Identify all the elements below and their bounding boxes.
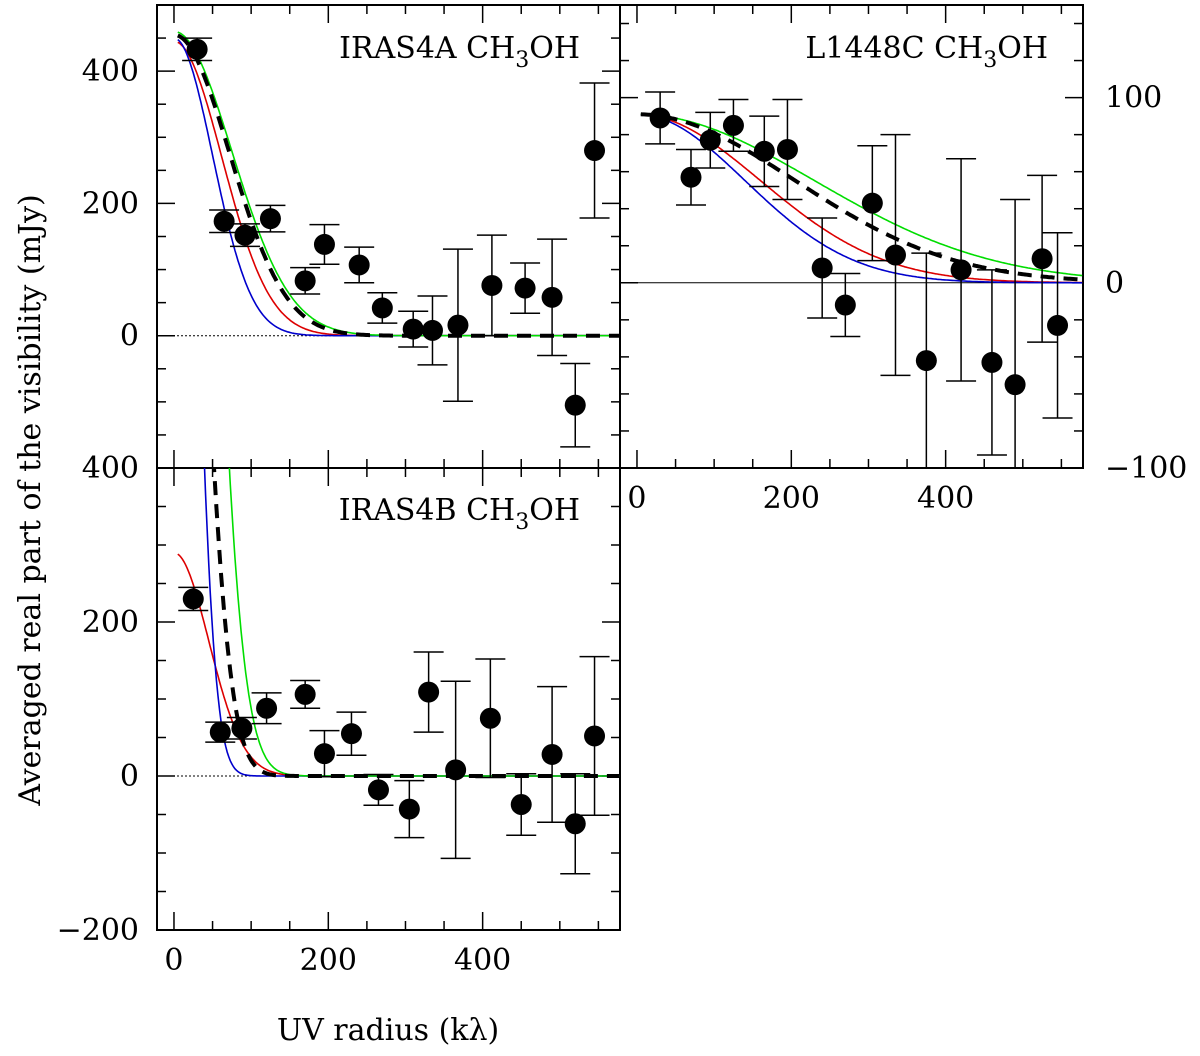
- x-axis-title: UV radius (kλ): [277, 1013, 499, 1048]
- y-tick-label: 200: [82, 605, 139, 640]
- data-point: [584, 140, 606, 162]
- data-point: [1031, 248, 1053, 270]
- data-point: [981, 351, 1003, 373]
- y-tick-label: 200: [82, 186, 139, 221]
- panel-title-main: IRAS4B CH: [339, 493, 515, 528]
- model-curve-green: [640, 113, 1083, 277]
- y-tick-label: 400: [82, 451, 139, 486]
- model-curve-black-dashed: [212, 468, 620, 778]
- panel-title: IRAS4B CH3OH: [339, 493, 580, 535]
- data-point: [1047, 314, 1069, 336]
- data-point: [371, 297, 393, 319]
- panel-title-main: IRAS4A CH: [339, 31, 515, 66]
- data-point: [699, 129, 721, 151]
- data-point: [213, 210, 235, 232]
- y-tick-label: −200: [57, 913, 139, 948]
- panel-title-end: OH: [997, 31, 1048, 66]
- data-point: [884, 244, 906, 266]
- data-point: [1004, 374, 1026, 396]
- data-point: [811, 257, 833, 279]
- data-point: [418, 681, 440, 703]
- data-point: [231, 717, 253, 739]
- x-tick-label: 0: [627, 481, 646, 516]
- y-tick-label: −100: [1105, 451, 1187, 486]
- data-point: [348, 254, 370, 276]
- plot-area: [157, 31, 620, 448]
- model-curve-green: [228, 468, 620, 777]
- data-point: [541, 286, 563, 308]
- panel-title-sub: 3: [515, 48, 529, 73]
- data-point: [680, 166, 702, 188]
- data-point: [313, 233, 335, 255]
- y-tick-label: 100: [1105, 81, 1162, 116]
- data-point: [584, 725, 606, 747]
- y-tick-label: 0: [120, 759, 139, 794]
- data-point: [510, 793, 532, 815]
- data-point: [234, 224, 256, 246]
- panel-title-end: OH: [529, 493, 580, 528]
- data-point: [186, 38, 208, 60]
- x-tick-label: 400: [454, 943, 511, 978]
- data-point: [259, 208, 281, 230]
- data-point: [722, 114, 744, 136]
- data-point: [340, 723, 362, 745]
- data-point: [294, 683, 316, 705]
- data-point: [915, 350, 937, 372]
- model-curve-black-dashed: [176, 33, 620, 338]
- data-point: [564, 813, 586, 835]
- data-point: [402, 318, 424, 340]
- data-point: [313, 743, 335, 765]
- data-point: [950, 259, 972, 281]
- panel-iras4b: 0 200 400 −200 0 200 400 IRAS4B CH3OH: [57, 451, 621, 978]
- data-point: [834, 294, 856, 316]
- panel-title-main: L1448C CH: [805, 31, 983, 66]
- x-tick-label: 200: [763, 481, 820, 516]
- x-tick-label: 400: [917, 481, 974, 516]
- x-tick-label: 200: [300, 943, 357, 978]
- data-point: [514, 277, 536, 299]
- data-point: [861, 192, 883, 214]
- data-point: [256, 697, 278, 719]
- data-point: [294, 270, 316, 292]
- data-point: [447, 314, 469, 336]
- y-tick-label: 400: [82, 54, 139, 89]
- data-point: [445, 759, 467, 781]
- panel-l1448c: 0 200 400 −100 0 100 L1448C CH3OH: [619, 4, 1187, 516]
- data-point: [564, 394, 586, 416]
- panel-title-sub: 3: [515, 510, 529, 535]
- data-point: [421, 319, 443, 341]
- panel-title: L1448C CH3OH: [805, 31, 1048, 73]
- panel-title-sub: 3: [983, 48, 997, 73]
- panel-frame: [156, 4, 621, 469]
- data-point: [367, 779, 389, 801]
- y-tick-label: 0: [1105, 266, 1124, 301]
- panel-frame: [619, 4, 1084, 469]
- panel-frame: [156, 467, 621, 931]
- y-tick-label: 0: [120, 319, 139, 354]
- data-point: [753, 140, 775, 162]
- data-point: [209, 721, 231, 743]
- data-point: [182, 588, 204, 610]
- plot-area: [157, 468, 620, 875]
- x-tick-label: 0: [164, 943, 183, 978]
- panel-title-end: OH: [529, 31, 580, 66]
- model-curve-blue: [640, 113, 1083, 284]
- data-point: [479, 707, 501, 729]
- plot-area: [620, 91, 1083, 468]
- data-point: [541, 743, 563, 765]
- data-point: [649, 107, 671, 129]
- data-point: [398, 798, 420, 820]
- data-point: [481, 274, 503, 296]
- data-point: [776, 138, 798, 160]
- panel-title: IRAS4A CH3OH: [339, 31, 580, 73]
- panel-iras4a: 0 200 400 IRAS4A CH3OH: [82, 4, 621, 469]
- y-axis-title: Averaged real part of the visibility (mJ…: [13, 194, 48, 806]
